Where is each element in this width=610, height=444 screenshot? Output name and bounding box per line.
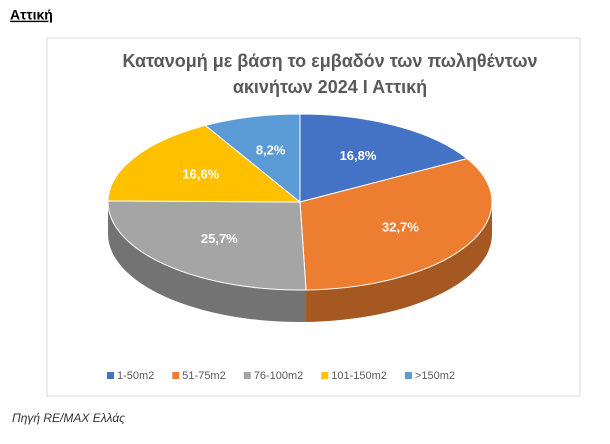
legend-swatch [243, 372, 251, 379]
legend-label: 76-100m2 [254, 370, 304, 382]
legend-label: 101-150m2 [331, 370, 387, 382]
pie-side [108, 202, 307, 322]
data-label: 16,6% [182, 167, 219, 182]
legend: 1-50m2 51-75m2 76-100m2 101-150m2 >150m2 [107, 370, 455, 382]
legend-swatch [107, 372, 114, 379]
pie-side [306, 202, 492, 322]
pie-slice [299, 158, 493, 291]
legend-label: 1-50m2 [117, 370, 154, 382]
legend-swatch [172, 372, 180, 379]
pie-slice [107, 124, 302, 203]
data-label: 25,7% [201, 231, 238, 246]
legend-swatch [321, 372, 329, 379]
pie-slice [299, 113, 469, 203]
data-label: 32,7% [382, 219, 419, 234]
chart-title: Κατανομή με βάση το εμβαδόν των πωληθέντ… [122, 51, 537, 71]
data-label: 16,8% [340, 148, 377, 163]
data-label: 8,2% [256, 142, 286, 157]
pie-slice [107, 200, 307, 291]
legend-label: 51-75m2 [182, 370, 225, 382]
pie-slice [204, 113, 301, 204]
pie: 16,8% 32,7% 25,7% 16,6% 8,2% [107, 113, 493, 322]
legend-label: >150m2 [415, 370, 455, 382]
legend-swatch [404, 372, 412, 379]
source: Πηγή RE/MAX Ελλάς [12, 411, 125, 425]
chart-title: ακινήτων 2024 Ι Αττική [233, 77, 427, 97]
heading: Αττική [10, 7, 53, 23]
